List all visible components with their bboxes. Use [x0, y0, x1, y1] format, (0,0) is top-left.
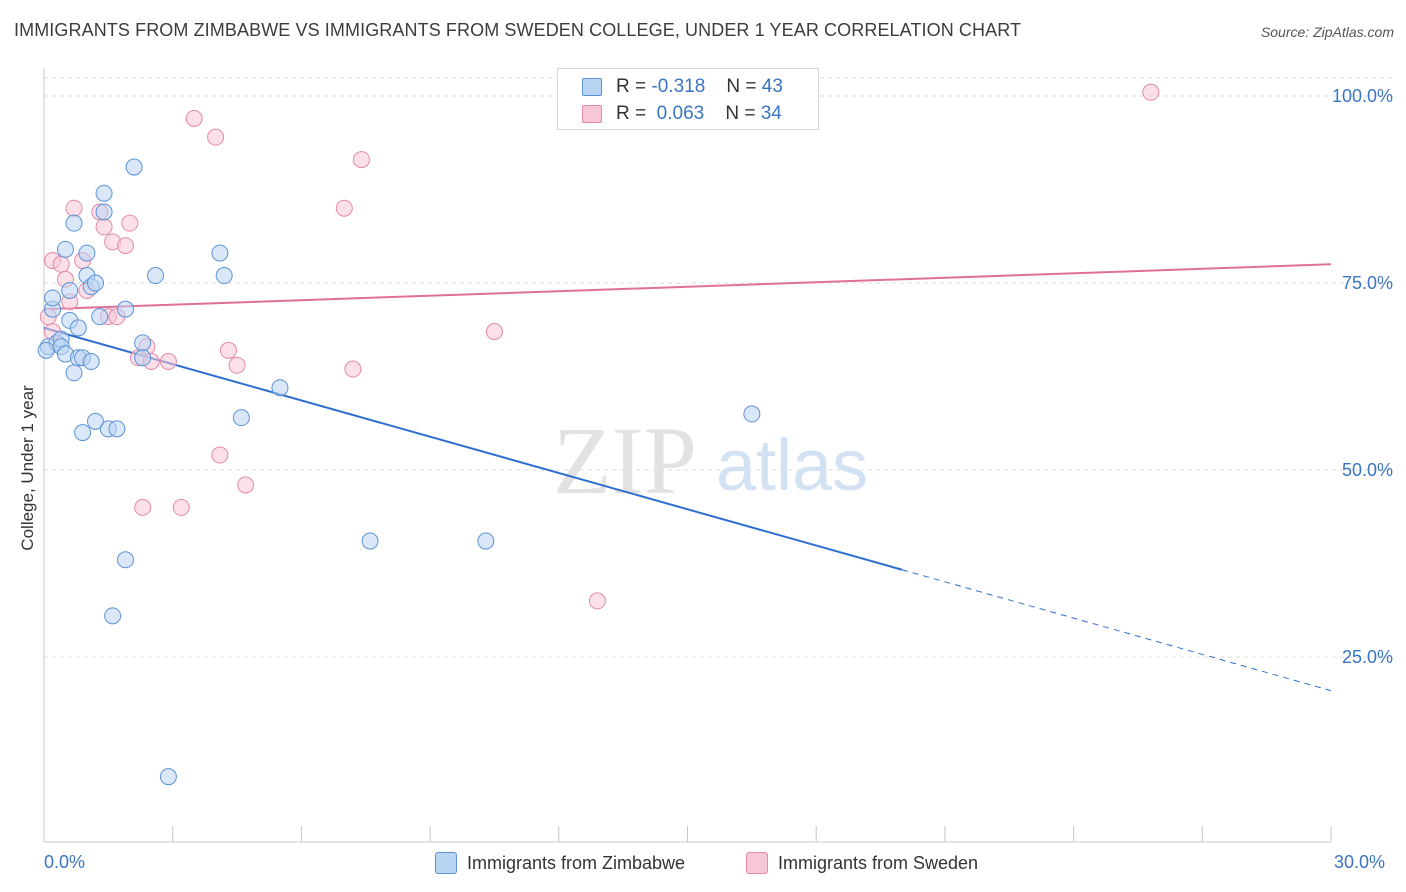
x-tick-label-min: 0.0%	[44, 852, 86, 872]
data-point-zimbabwe	[104, 607, 122, 625]
y-tick-label: 50.0%	[1342, 460, 1393, 480]
data-point-zimbabwe	[86, 274, 104, 292]
legend-r-value-sweden: 0.063	[656, 103, 705, 124]
watermark: ZIP atlas	[553, 407, 868, 514]
data-point-sweden	[185, 109, 203, 127]
legend-swatch-zimbabwe	[582, 78, 602, 96]
data-point-sweden	[588, 592, 606, 610]
data-point-zimbabwe	[65, 364, 83, 382]
data-point-sweden	[352, 151, 370, 169]
data-point-sweden	[211, 446, 229, 464]
data-point-zimbabwe	[91, 308, 109, 326]
data-point-sweden	[344, 360, 362, 378]
data-point-zimbabwe	[74, 424, 92, 442]
data-point-zimbabwe	[86, 412, 104, 430]
legend-label-zimbabwe: Immigrants from Zimbabwe	[467, 853, 686, 873]
data-point-sweden	[172, 498, 190, 516]
source-credit: Source: ZipAtlas.com	[1260, 24, 1394, 40]
data-point-zimbabwe	[271, 379, 289, 397]
trend-line-zimbabwe-dashed	[901, 569, 1332, 692]
trend-lines-sweden	[43, 263, 1332, 311]
data-point-zimbabwe	[232, 409, 250, 427]
legend-item-sweden[interactable]: Immigrants from Sweden	[746, 852, 978, 874]
y-tick-label: 25.0%	[1342, 647, 1393, 667]
data-point-sweden	[237, 476, 255, 494]
data-point-zimbabwe	[61, 281, 79, 299]
legend-n-label: N =	[725, 103, 756, 124]
data-point-sweden	[159, 353, 177, 371]
legend-swatch-sweden	[746, 852, 768, 874]
legend-item-zimbabwe[interactable]: Immigrants from Zimbabwe	[435, 852, 685, 874]
data-point-sweden	[117, 237, 135, 255]
axes	[43, 68, 1332, 843]
data-point-zimbabwe	[95, 184, 113, 202]
points-sweden	[39, 83, 1160, 610]
data-point-zimbabwe	[95, 203, 113, 221]
data-point-zimbabwe	[743, 405, 761, 423]
data-point-sweden	[95, 218, 113, 236]
y-axis-label: College, Under 1 year	[18, 385, 37, 551]
data-point-sweden	[219, 341, 237, 359]
data-point-zimbabwe	[477, 532, 495, 550]
legend-swatch-sweden	[582, 105, 602, 123]
data-point-zimbabwe	[117, 551, 135, 569]
data-point-zimbabwe	[44, 289, 62, 307]
watermark-zip: ZIP	[553, 407, 697, 514]
data-point-sweden	[52, 255, 70, 273]
data-point-sweden	[228, 356, 246, 374]
legend-r-label: R =	[616, 76, 647, 97]
data-point-zimbabwe	[215, 267, 233, 285]
y-tick-label: 75.0%	[1342, 273, 1393, 293]
watermark-atlas: atlas	[716, 426, 868, 506]
y-tick-labels: 25.0% 50.0% 75.0% 100.0%	[1332, 86, 1393, 667]
data-point-sweden	[485, 323, 503, 341]
y-tick-label: 100.0%	[1332, 86, 1393, 106]
data-point-zimbabwe	[159, 768, 177, 786]
legend-label-sweden: Immigrants from Sweden	[778, 853, 979, 873]
data-point-zimbabwe	[108, 420, 126, 438]
legend-r-value-zimbabwe: -0.318	[651, 76, 706, 97]
legend-n-label: N =	[726, 76, 757, 97]
data-point-sweden	[207, 128, 225, 146]
data-point-zimbabwe	[82, 353, 100, 371]
legend-n-value-zimbabwe: 43	[761, 76, 783, 97]
trend-lines-zimbabwe	[43, 326, 1332, 692]
data-point-sweden	[335, 199, 353, 217]
data-point-zimbabwe	[56, 240, 74, 258]
data-point-zimbabwe	[211, 244, 229, 262]
data-point-zimbabwe	[37, 341, 55, 359]
trend-line-sweden	[43, 263, 1332, 311]
trend-line-zimbabwe-solid	[43, 326, 903, 571]
data-point-zimbabwe	[65, 214, 83, 232]
data-point-sweden	[134, 498, 152, 516]
legend-swatch-zimbabwe	[435, 852, 457, 874]
data-point-zimbabwe	[361, 532, 379, 550]
data-point-zimbabwe	[117, 300, 135, 318]
data-point-sweden	[1142, 83, 1160, 101]
data-point-sweden	[65, 199, 83, 217]
data-point-zimbabwe	[147, 267, 165, 285]
data-point-zimbabwe	[134, 349, 152, 367]
chart-title: IMMIGRANTS FROM ZIMBABWE VS IMMIGRANTS F…	[14, 20, 1022, 40]
data-point-zimbabwe	[134, 334, 152, 352]
legend-r-label: R =	[616, 103, 647, 124]
grid-lines	[44, 77, 1392, 658]
points-zimbabwe	[37, 158, 761, 786]
legend-n-value-sweden: 34	[760, 103, 782, 124]
data-point-sweden	[121, 214, 139, 232]
data-point-zimbabwe	[125, 158, 143, 176]
data-point-zimbabwe	[69, 319, 87, 337]
x-tick-label-max: 30.0%	[1334, 852, 1386, 872]
data-point-zimbabwe	[78, 244, 96, 262]
correlation-legend: R = -0.318 N = 43 R = 0.063 N = 34	[557, 68, 819, 130]
